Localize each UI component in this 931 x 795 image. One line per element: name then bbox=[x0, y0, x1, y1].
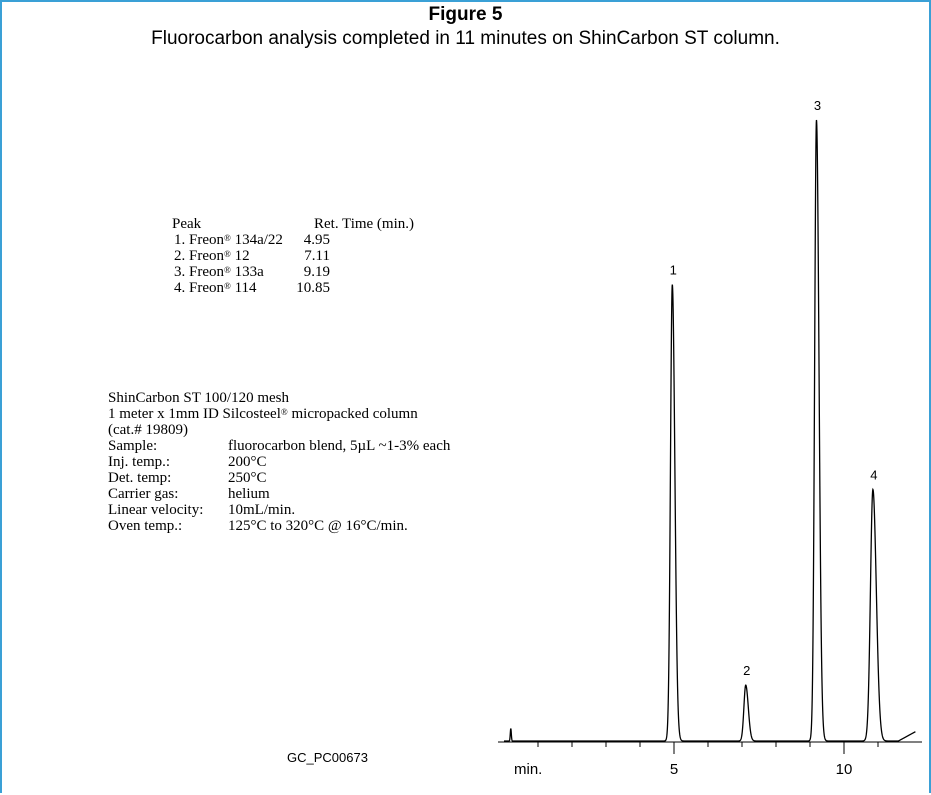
peak-label: 3. Freon bbox=[174, 264, 224, 280]
condition-row: Oven temp.: 125°C to 320°C @ 16°C/min. bbox=[108, 518, 450, 534]
condition-row: Det. temp: 250°C bbox=[108, 470, 450, 486]
peak-label: 4. Freon bbox=[174, 280, 224, 296]
ret-time-header: Ret. Time (min.) bbox=[314, 216, 415, 232]
figure-title: Figure 5 bbox=[428, 4, 503, 25]
column-dimensions: 1 meter x 1mm ID Silcosteel® micropacked… bbox=[108, 406, 418, 422]
peak-compound: 114 bbox=[230, 280, 257, 296]
condition-row: Inj. temp.: 200°C bbox=[108, 454, 450, 470]
condition-key: Sample: bbox=[108, 438, 158, 454]
peak-compound: 134a/22 bbox=[230, 232, 283, 248]
peak-compound: 12 bbox=[230, 248, 250, 264]
catalog-number: (cat.# 19809) bbox=[108, 422, 188, 438]
peak-compound: 133a bbox=[230, 264, 264, 280]
column-packing: ShinCarbon ST 100/120 mesh bbox=[108, 390, 289, 406]
registered-mark: ® bbox=[224, 249, 231, 259]
condition-key: Oven temp.: bbox=[108, 518, 183, 534]
registered-mark: ® bbox=[224, 281, 231, 291]
condition-value: 10mL/min. bbox=[228, 502, 296, 518]
figure-caption: Fluorocarbon analysis completed in 11 mi… bbox=[151, 28, 780, 49]
column-conditions: ShinCarbon ST 100/120 mesh 1 meter x 1mm… bbox=[108, 390, 450, 534]
condition-value: helium bbox=[228, 486, 270, 502]
condition-value: 250°C bbox=[228, 470, 267, 486]
condition-key: Carrier gas: bbox=[108, 486, 179, 502]
condition-key: Linear velocity: bbox=[108, 502, 204, 518]
registered-mark: ® bbox=[280, 407, 288, 417]
peak-rt: 7.11 bbox=[304, 248, 330, 264]
peak-rt: 10.85 bbox=[296, 280, 330, 296]
registered-mark: ® bbox=[224, 233, 231, 243]
x-tick-label: 5 bbox=[670, 761, 678, 778]
peak-label: 1. Freon bbox=[174, 232, 224, 248]
condition-value: 125°C to 320°C @ 16°C/min. bbox=[228, 518, 408, 534]
condition-row: Sample: fluorocarbon blend, 5µL ~1-3% eac… bbox=[108, 438, 450, 454]
peak-rt: 9.19 bbox=[303, 264, 330, 280]
x-tick-label: 10 bbox=[836, 761, 853, 778]
condition-key: Inj. temp.: bbox=[108, 454, 171, 470]
condition-value: fluorocarbon blend, 5µL ~1-3% each bbox=[228, 438, 451, 454]
peak-label: 2. Freon bbox=[174, 248, 224, 264]
registered-mark: ® bbox=[224, 265, 231, 275]
peak-label: 3 bbox=[814, 98, 821, 113]
peak-label: 2 bbox=[743, 663, 750, 678]
peak-header: Peak bbox=[172, 216, 202, 232]
chromatogram-trace bbox=[504, 119, 916, 742]
condition-value: 200°C bbox=[228, 454, 267, 470]
peak-label: 4 bbox=[870, 467, 877, 482]
peak-label: 1 bbox=[670, 263, 677, 278]
x-axis-unit-label: min. bbox=[514, 761, 542, 778]
chromatogram-id: GC_PC00673 bbox=[287, 750, 368, 765]
condition-row: Linear velocity: 10mL/min. bbox=[108, 502, 450, 518]
condition-row: Carrier gas: helium bbox=[108, 486, 450, 502]
condition-key: Det. temp: bbox=[108, 470, 172, 486]
peak-rt: 4.95 bbox=[303, 232, 330, 248]
